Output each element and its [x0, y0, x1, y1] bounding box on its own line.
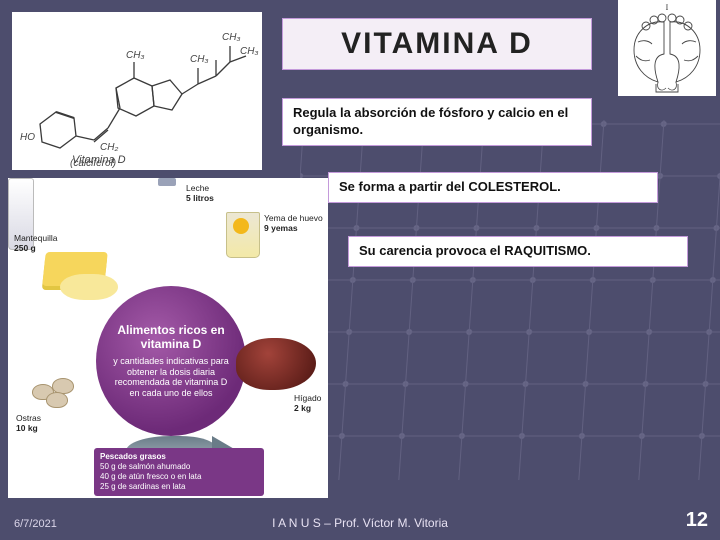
food-circle-title: Alimentos ricos en vitamina D — [110, 323, 232, 352]
cheese-icon — [60, 274, 118, 300]
page-title: VITAMINA D — [341, 27, 533, 61]
chem-ho-label: HO — [20, 132, 35, 143]
egg-label: Yema de huevo9 yemas — [264, 214, 323, 234]
oysters-icon — [32, 378, 90, 408]
food-infographic: Leche5 litros Yema de huevo9 yemas Mante… — [8, 178, 328, 498]
liver-icon — [236, 338, 316, 390]
title-box: VITAMINA D — [282, 18, 592, 70]
svg-text:I: I — [666, 3, 669, 12]
chem-structure-image: HO CH₃ CH₃ CH₃ CH₃ CH₂ Vitamina D (calci… — [12, 12, 262, 170]
milk-cap-icon — [158, 178, 176, 186]
footer-credit: I A N U S – Prof. Víctor M. Vitoria — [0, 516, 720, 530]
chem-ch3-b: CH₃ — [190, 54, 208, 65]
fish-caption: Pescados grasos 50 g de salmón ahumado 4… — [94, 448, 264, 496]
fact-rickets: Su carencia provoca el RAQUITISMO. — [348, 236, 688, 267]
food-circle-inner: Alimentos ricos en vitamina D y cantidad… — [96, 286, 246, 436]
liver-label: Hígado2 kg — [294, 394, 321, 414]
egg-yolk-icon — [233, 218, 249, 234]
footer-page-number: 12 — [686, 509, 708, 532]
janus-image: I — [618, 0, 716, 96]
chem-subname: (calciferol) — [70, 158, 116, 169]
chem-ch3-d: CH₃ — [240, 46, 258, 57]
food-circle-sub: y cantidades indicativas para obtener la… — [110, 356, 232, 399]
chem-ch3-a: CH₃ — [126, 50, 144, 61]
fact-cholesterol: Se forma a partir del COLESTEROL. — [328, 172, 658, 203]
chem-ch2: CH₂ — [100, 142, 118, 153]
oyster-label: Ostras10 kg — [16, 414, 41, 434]
chem-ch3-c: CH₃ — [222, 32, 240, 43]
butter-label: Mantequilla250 g — [14, 234, 57, 254]
fact-regulation: Regula la absorción de fósforo y calcio … — [282, 98, 592, 146]
food-circle: Alimentos ricos en vitamina D y cantidad… — [96, 286, 246, 436]
milk-label: Leche5 litros — [186, 184, 214, 204]
